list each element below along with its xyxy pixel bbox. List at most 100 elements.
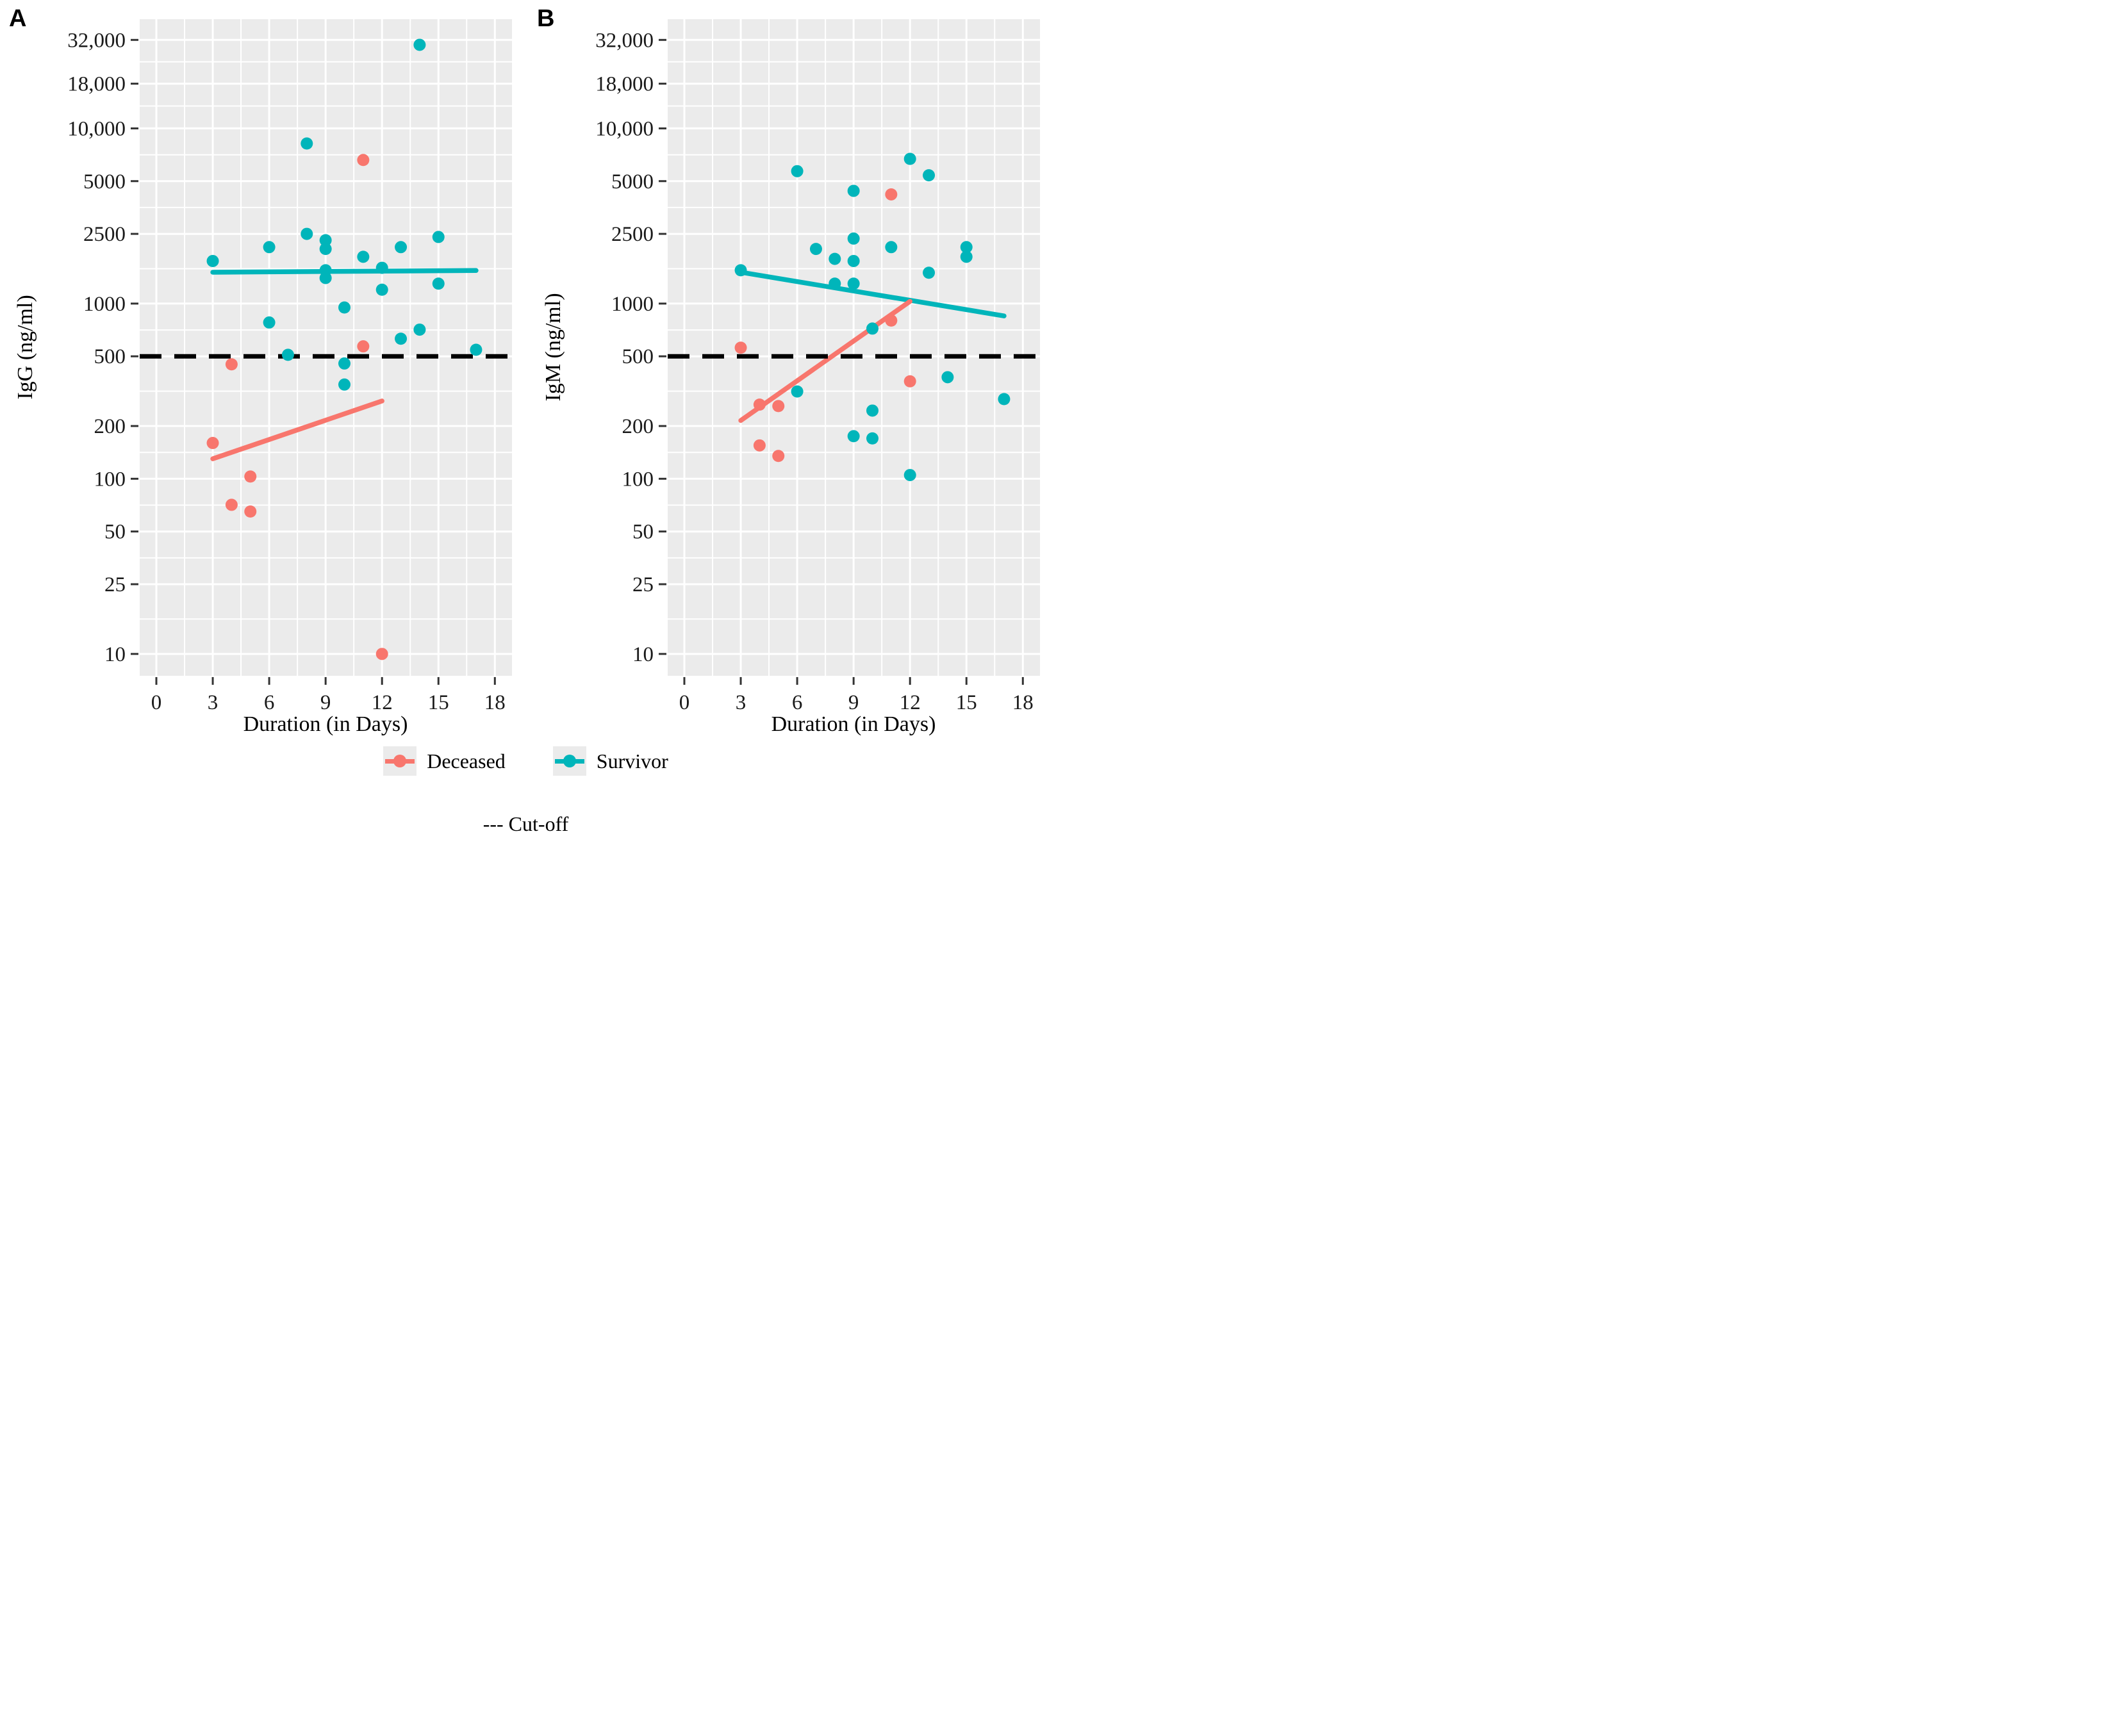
- data-point: [772, 400, 785, 413]
- major-gridlines: [140, 19, 512, 676]
- data-point: [866, 432, 878, 445]
- data-point: [338, 357, 350, 370]
- data-point: [960, 250, 973, 263]
- y-tick-label: 18,000: [595, 73, 654, 96]
- data-point: [395, 332, 408, 345]
- data-point: [753, 398, 766, 411]
- y-tick-label: 50: [632, 521, 654, 544]
- y-tick-label: 10: [632, 643, 654, 666]
- survivor-trend-line: [738, 270, 1007, 318]
- data-point: [866, 322, 878, 335]
- data-point: [319, 243, 332, 256]
- panel-A: 0 3 6 9 12 15 18 32,000 18,000 10,000 5000 2500 1000…: [67, 19, 512, 714]
- data-point: [753, 439, 766, 452]
- data-point: [338, 378, 350, 391]
- data-point: [791, 165, 804, 177]
- panel-B: 0 3 6 9 12 15 18 32,000 18,000 10,000 5000 2500 1000…: [595, 19, 1040, 714]
- y-tick-label: 25: [632, 573, 654, 596]
- x-axis-title-panel-a: Duration (in Days): [243, 712, 408, 736]
- data-point: [941, 371, 954, 384]
- y-tick-label: 500: [94, 345, 126, 368]
- data-point: [244, 470, 257, 483]
- data-point: [244, 505, 257, 518]
- data-point: [923, 169, 936, 182]
- data-point: [263, 241, 276, 254]
- data-point: [375, 261, 388, 274]
- data-point: [903, 375, 916, 388]
- x-tick-label: 12: [900, 691, 921, 714]
- survivor-trend-line: [210, 268, 479, 275]
- x-axis-title-panel-b: Duration (in Days): [771, 712, 936, 736]
- data-point: [885, 188, 898, 201]
- legend: Deceased Survivor: [0, 746, 1052, 776]
- deceased-trend-line: [738, 299, 912, 423]
- data-point: [206, 254, 219, 267]
- x-tick-label: 15: [428, 691, 449, 714]
- data-point: [225, 358, 238, 371]
- y-tick-label: 100: [94, 468, 126, 491]
- x-tick-label: 18: [484, 691, 506, 714]
- data-point: [847, 184, 860, 197]
- data-point: [903, 469, 916, 482]
- y-tick-label: 10: [104, 643, 126, 666]
- legend-label-survivor: Survivor: [596, 749, 668, 773]
- y-tick-label: 10,000: [67, 117, 126, 140]
- survivor-key-icon: [552, 746, 586, 776]
- data-point: [772, 450, 785, 463]
- legend-item-deceased: Deceased: [383, 746, 506, 776]
- data-point: [432, 231, 445, 243]
- data-point: [301, 137, 313, 150]
- data-point: [866, 404, 878, 417]
- data-point: [960, 241, 973, 254]
- data-point: [357, 340, 370, 353]
- data-point: [319, 272, 332, 284]
- axis-ticks: 0 3 6 9 12 15 18 32,000 18,000 10,000 5000 2500 1000…: [67, 29, 506, 714]
- legend-item-survivor: Survivor: [552, 746, 668, 776]
- y-tick-label: 5000: [611, 170, 654, 193]
- deceased-points: [734, 188, 916, 463]
- y-tick-label: 100: [622, 468, 654, 491]
- data-point: [413, 323, 426, 336]
- x-tick-label: 9: [848, 691, 859, 714]
- data-point: [375, 283, 388, 296]
- y-tick-label: 5000: [83, 170, 126, 193]
- data-point: [413, 38, 426, 51]
- panel-a-tag: A: [9, 5, 27, 32]
- deceased-points: [206, 154, 388, 660]
- y-tick-label: 500: [622, 345, 654, 368]
- cutoff-note: --- Cut-off: [482, 812, 569, 835]
- x-tick-label: 3: [208, 691, 219, 714]
- data-point: [375, 648, 388, 660]
- data-point: [829, 252, 841, 265]
- data-point: [847, 232, 860, 245]
- x-tick-label: 0: [679, 691, 690, 714]
- data-point: [734, 264, 747, 277]
- panel-b-tag: B: [537, 5, 555, 32]
- data-point: [206, 437, 219, 450]
- y-tick-label: 25: [104, 573, 126, 596]
- x-tick-label: 6: [792, 691, 803, 714]
- y-tick-label: 200: [622, 415, 654, 438]
- axis-ticks: 0 3 6 9 12 15 18 32,000 18,000 10,000 5000 2500 1000…: [595, 29, 1034, 714]
- data-point: [847, 430, 860, 443]
- data-point: [791, 385, 804, 398]
- y-tick-label: 18,000: [67, 73, 126, 96]
- y-tick-label: 2500: [611, 223, 654, 246]
- y-tick-label: 50: [104, 521, 126, 544]
- deceased-trend-line: [210, 398, 384, 461]
- data-point: [734, 341, 747, 354]
- data-point: [470, 343, 482, 356]
- x-tick-label: 3: [736, 691, 746, 714]
- data-point: [809, 243, 822, 256]
- survivor-points: [206, 38, 482, 391]
- data-point: [301, 227, 313, 240]
- data-point: [903, 152, 916, 165]
- data-point: [885, 241, 898, 254]
- y-tick-label: 1000: [611, 293, 654, 316]
- data-point: [923, 266, 936, 279]
- data-point: [319, 234, 332, 247]
- data-point: [338, 301, 350, 314]
- data-point: [281, 348, 294, 361]
- data-point: [225, 498, 238, 511]
- data-point: [998, 393, 1010, 405]
